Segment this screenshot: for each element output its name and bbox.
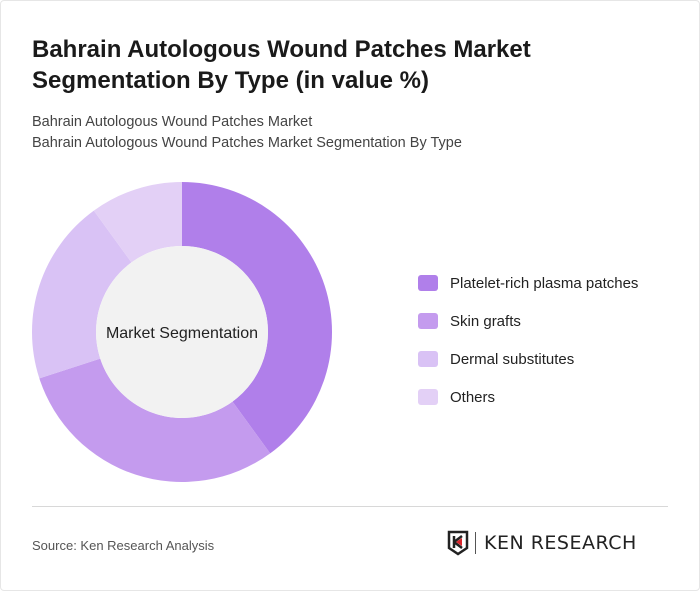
ken-logo-icon xyxy=(447,530,469,556)
legend-swatch xyxy=(418,275,438,291)
donut-center xyxy=(96,246,268,418)
logo-text: KEN RESEARCH xyxy=(484,532,637,554)
legend-item: Platelet-rich plasma patches xyxy=(418,264,638,302)
legend-label: Platelet-rich plasma patches xyxy=(450,274,639,292)
slice-skin-grafts xyxy=(39,358,271,483)
legend-label: Others xyxy=(450,388,496,406)
ken-research-logo: KEN RESEARCH xyxy=(447,530,637,556)
legend-item: Skin grafts xyxy=(418,302,638,340)
legend-label: Dermal substitutes xyxy=(450,350,575,368)
divider xyxy=(32,506,668,507)
legend-swatch xyxy=(418,313,438,329)
subtitle-market: Bahrain Autologous Wound Patches Market xyxy=(32,114,313,130)
donut-chart: Market Segmentation xyxy=(31,182,332,483)
slice-others xyxy=(93,182,182,263)
legend-label: Skin grafts xyxy=(450,312,521,330)
legend: Platelet-rich plasma patches Skin grafts D… xyxy=(418,264,638,416)
legend-item: Dermal substitutes xyxy=(418,340,638,378)
subtitle-segmentation: Bahrain Autologous Wound Patches Market … xyxy=(32,135,462,151)
legend-swatch xyxy=(418,389,438,405)
source-note: Source: Ken Research Analysis xyxy=(32,538,215,553)
slice-dermal-substitutes xyxy=(31,210,132,379)
chart-title: Bahrain Autologous Wound Patches Market … xyxy=(32,36,531,94)
legend-item: Others xyxy=(418,378,638,416)
legend-swatch xyxy=(418,351,438,367)
slice-platelet-rich-plasma-patches xyxy=(182,182,332,454)
center-label: Market Segmentation xyxy=(106,325,258,342)
